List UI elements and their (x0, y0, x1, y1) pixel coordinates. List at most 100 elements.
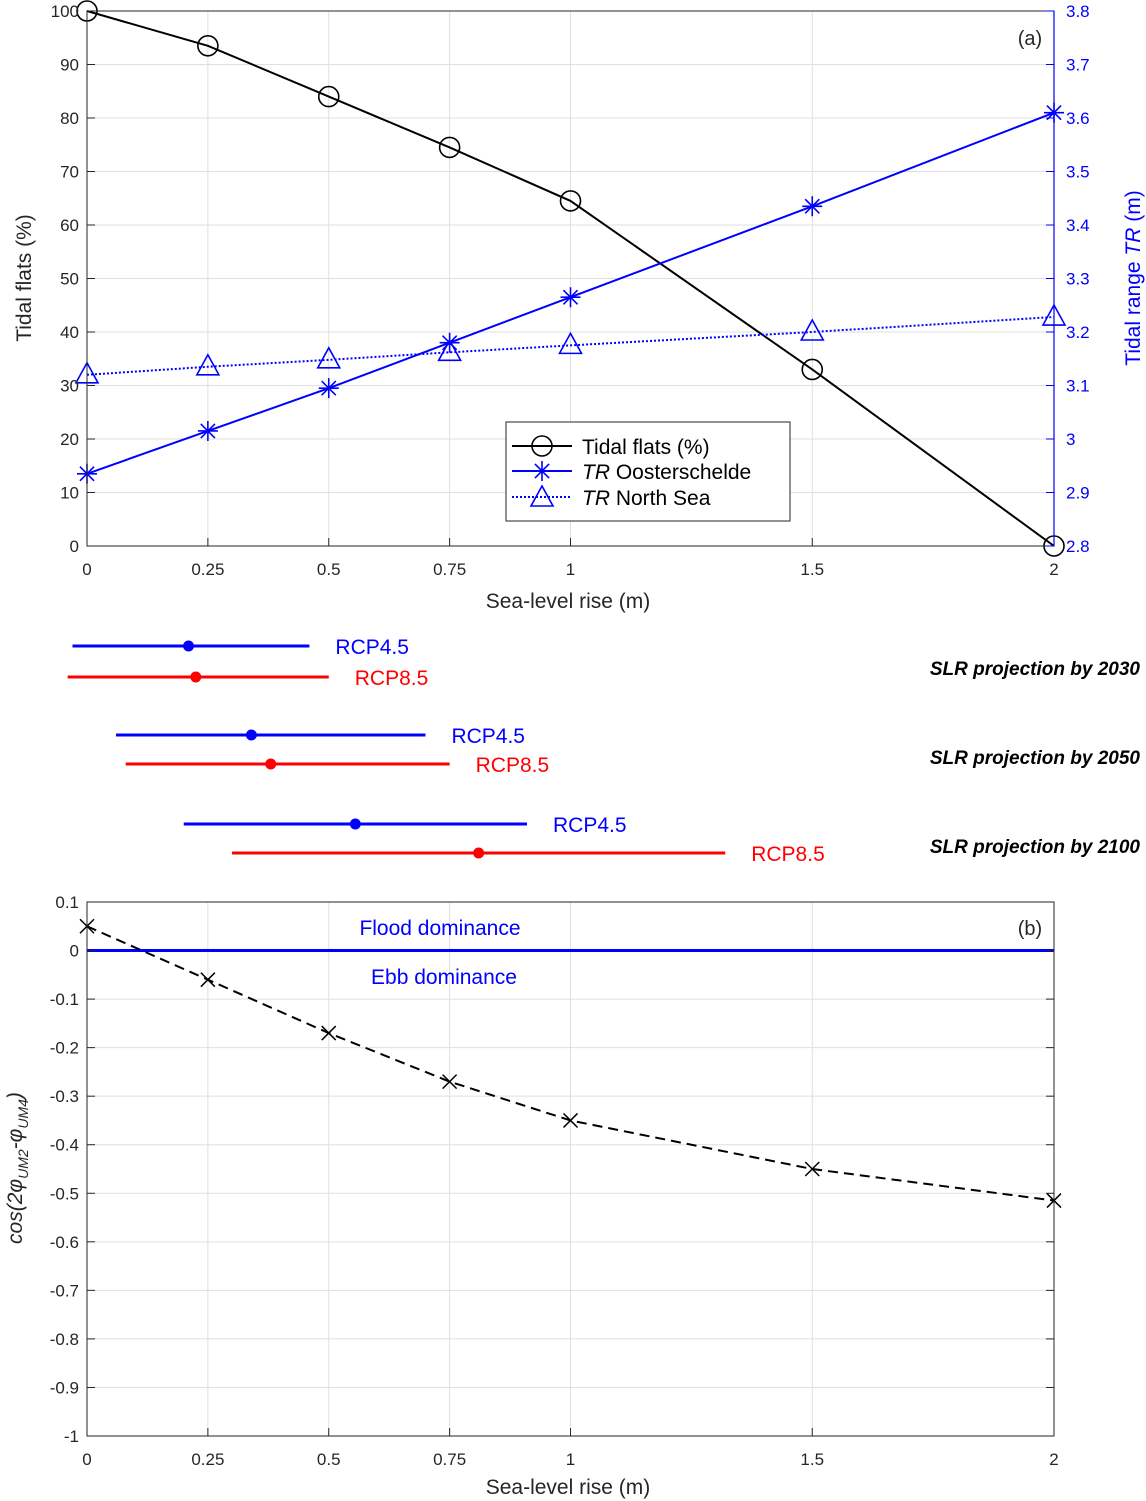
panel-b-tick-label-x: 0.5 (317, 1450, 341, 1469)
panel-a-tick-label-y-right: 3.2 (1066, 323, 1090, 342)
panel-b-tick-label-y: -0.4 (50, 1136, 79, 1155)
panel-a-tick-label-y-right: 3.7 (1066, 56, 1090, 75)
data-point-cos (804, 1161, 820, 1177)
ylabel-right-suffix: (m) (1122, 190, 1145, 227)
legend-text-2: North Sea (610, 487, 711, 510)
panel-b-tick-label-y: -0.8 (50, 1330, 79, 1349)
panel-a-tick-label-y: 40 (60, 323, 79, 342)
projection-median-1-1 (265, 758, 277, 770)
legend-label-tidal-flats: Tidal flats (%) (582, 436, 710, 459)
panel-a-tick-label-y: 0 (70, 537, 79, 556)
legend-italic-2: TR (582, 487, 610, 510)
panel-b: 0 0.25 0.5 0.75 1 1.5 2 -1 -0.9 -0.8 -0.7 -0.6 -0.5 -… (4, 893, 1062, 1499)
data-point-tr-oosterschelde (439, 332, 460, 353)
panel-a-tick-label-y-right: 3.3 (1066, 270, 1090, 289)
panel-b-tick-label-y: -1 (64, 1427, 79, 1446)
panel-a-tick-label-y-right: 2.8 (1066, 537, 1090, 556)
panel-b-tick-label-x: 0 (82, 1450, 91, 1469)
legend-marker-star (532, 461, 552, 481)
data-point-tidal-flats (197, 34, 219, 57)
panel-b-tick-label-y: -0.7 (50, 1281, 79, 1300)
legend-item-tr-north-sea: TR North Sea (512, 484, 711, 510)
data-point-cos (442, 1074, 458, 1090)
legend-text-0: Tidal flats (%) (582, 436, 710, 459)
data-point-tidal-flats (317, 85, 340, 108)
panel-a-tick-label-x: 0.75 (433, 560, 466, 579)
projection-year-label-0: SLR projection by 2030 (930, 659, 1141, 680)
projection-median-0-1 (190, 671, 202, 683)
panel-a-tick-label-y: 70 (60, 163, 79, 182)
panel-a-tick-label-y-right: 3.1 (1066, 377, 1090, 396)
panel-a-tick-label-y: 20 (60, 430, 79, 449)
legend-text-1: Oosterschelde (610, 461, 751, 484)
panel-a-tick-label-y-right: 3 (1066, 430, 1075, 449)
panel-b-tick-label-y: -0.1 (50, 990, 79, 1009)
data-point-tr-oosterschelde (197, 420, 218, 441)
ylabel-right-prefix: Tidal range (1122, 256, 1145, 366)
data-point-tidal-flats (559, 190, 582, 212)
data-point-tr-oosterschelde (802, 196, 823, 217)
panel-a-tick-label-x: 1.5 (800, 560, 824, 579)
panel-a-tick-label-y: 100 (51, 2, 79, 21)
panel-a-series (74, 0, 1067, 557)
panel-a-tick-label-y: 10 (60, 484, 79, 503)
panel-b-tick-label-x: 2 (1049, 1450, 1058, 1469)
data-point-tr-north-sea (437, 338, 462, 362)
panel-a-tick-label-x: 0.25 (191, 560, 224, 579)
panel-b-tick-label-y: -0.9 (50, 1378, 79, 1397)
projection-label-1-0: RCP4.5 (451, 725, 525, 748)
panel-a-label: (a) (1018, 28, 1042, 50)
series-line-0 (86, 10, 1055, 547)
panel-b-tick-label-y: -0.6 (50, 1233, 79, 1252)
ylabel-right-italic: TR (1122, 228, 1145, 256)
projection-label-1-1: RCP8.5 (476, 754, 550, 777)
panel-b-series (79, 918, 1062, 1209)
panel-a-tick-label-y-right: 3.6 (1066, 109, 1090, 128)
panel-b-label: (b) (1018, 918, 1042, 940)
panel-a-tick-label-x: 0.5 (317, 560, 341, 579)
panel-b-tick-label-y: -0.3 (50, 1087, 79, 1106)
panel-a: 0 0.25 0.5 0.75 1 1.5 201020304050607080901002… (13, 0, 1145, 613)
panel-b-tick-label-y: 0.1 (55, 893, 79, 912)
panel-a-tick-label-y: 90 (60, 56, 79, 75)
annotation-flood-dominance: Flood dominance (359, 917, 520, 940)
legend: Tidal flats (%) TR Oosterschelde TR Nort… (505, 421, 791, 522)
panel-a-tick-label-x: 0 (82, 560, 91, 579)
panel-b-tick-label-x: 1.5 (800, 1450, 824, 1469)
data-point-tr-oosterschelde (560, 287, 581, 308)
annotation-ebb-dominance: Ebb dominance (371, 966, 517, 989)
panel-a-tick-label-y: 80 (60, 109, 79, 128)
panel-b-tick-label-y: -0.5 (50, 1184, 79, 1203)
series-line-2 (86, 316, 1055, 376)
projections: RCP4.5 RCP8.5 SLR projection by 2030 RCP4.5… (67, 636, 1141, 866)
legend-star-shape (532, 461, 552, 481)
legend-item-tidal-flats: Tidal flats (%) (512, 435, 710, 459)
panel-b-tick-label-x: 1 (566, 1450, 575, 1469)
panel-a-ylabel: Tidal flats (%) (13, 214, 36, 342)
data-point-tr-oosterschelde (318, 378, 339, 399)
legend-marker-triangle (529, 484, 555, 507)
data-point-tidal-flats (438, 136, 461, 159)
panel-a-tick-label-x: 1 (566, 560, 575, 579)
panel-b-tick-label-x: 0.25 (191, 1450, 224, 1469)
data-point-cos (200, 972, 216, 988)
projection-median-0-0 (183, 640, 195, 652)
data-point-tr-north-sea (316, 346, 342, 369)
panel-b-tick-label-x: 0.75 (433, 1450, 466, 1469)
legend-italic-1: TR (582, 461, 610, 484)
data-point-cos (562, 1112, 579, 1128)
panel-a-tick-label-y-right: 3.5 (1066, 163, 1090, 182)
panel-a-ticks: 0 0.25 0.5 0.75 1 1.5 201020304050607080901002… (51, 2, 1090, 579)
projection-label-2-0: RCP4.5 (553, 814, 627, 837)
projection-year-label-1: SLR projection by 2050 (930, 748, 1141, 769)
panel-b-xlabel: Sea-level rise (m) (486, 1476, 651, 1499)
panel-b-ylabel: cos(2φUM2-φUM4) (4, 1092, 31, 1244)
panel-a-ylabel-right: Tidal range TR (m) (1122, 190, 1145, 365)
panel-a-tick-label-y-right: 2.9 (1066, 484, 1090, 503)
panel-a-tick-label-y-right: 3.4 (1066, 216, 1090, 235)
projection-label-0-1: RCP8.5 (355, 667, 429, 690)
data-point-cos (321, 1025, 337, 1041)
projection-label-0-0: RCP4.5 (335, 636, 409, 659)
projection-median-2-0 (349, 818, 361, 830)
panel-a-tick-label-y: 30 (60, 377, 79, 396)
